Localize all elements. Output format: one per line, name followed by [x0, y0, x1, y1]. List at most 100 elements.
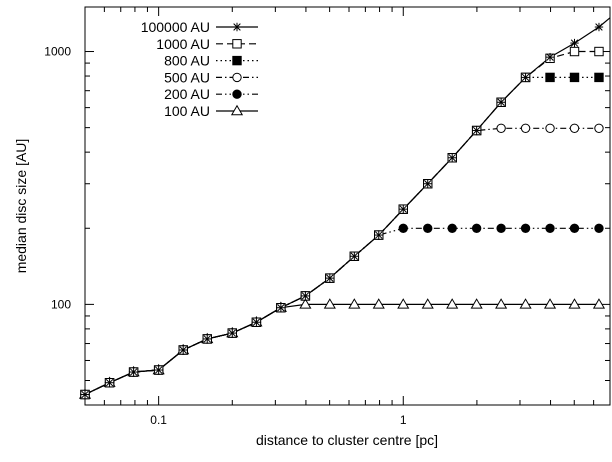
data-point	[496, 123, 506, 134]
x-axis-ticks: 0.1 1	[150, 413, 407, 427]
data-point	[203, 334, 212, 344]
data-point	[545, 223, 555, 233]
data-point	[372, 298, 385, 309]
data-point	[545, 72, 555, 83]
marker-stroke	[228, 329, 236, 337]
data-point	[594, 223, 604, 233]
minor-ticks	[84, 7, 611, 406]
data-point	[154, 365, 163, 375]
data-point	[519, 298, 532, 309]
marker-stroke	[521, 73, 530, 82]
data-point	[471, 223, 482, 233]
marker-stroke	[233, 23, 241, 31]
data-point	[348, 298, 361, 309]
data-point	[80, 390, 90, 399]
data-point	[325, 273, 335, 283]
x-tick-label: 0.1	[150, 413, 167, 427]
data-point	[592, 298, 606, 309]
legend-label: 1000 AU	[156, 36, 210, 52]
data-point	[569, 72, 580, 83]
data-point	[594, 46, 604, 57]
series-line-5	[84, 303, 599, 396]
data-point	[521, 73, 530, 82]
legend-label: 500 AU	[164, 69, 210, 85]
data-point	[350, 252, 359, 261]
data-point	[496, 223, 506, 233]
data-point	[569, 123, 580, 134]
x-tick-label: 1	[400, 413, 407, 427]
marker-stroke	[301, 292, 310, 300]
marker-stroke	[81, 390, 89, 399]
marker-stroke	[497, 98, 505, 106]
plot-frame	[84, 6, 611, 406]
data-point	[496, 98, 506, 107]
x-axis-title: distance to cluster centre [pc]	[256, 432, 438, 448]
data-point	[594, 123, 604, 134]
marker-stroke	[154, 366, 163, 374]
marker-stroke	[105, 379, 114, 387]
data-point	[545, 52, 555, 62]
data-point	[446, 298, 459, 309]
legend-label: 100000 AU	[141, 19, 210, 35]
data-point	[545, 123, 555, 134]
data-point	[129, 367, 138, 377]
marker-stroke	[570, 39, 579, 47]
data-point	[421, 298, 434, 309]
marker-stroke	[375, 231, 383, 239]
data-point	[568, 298, 581, 309]
y-axis-title: median disc size [AU]	[13, 139, 29, 274]
y-tick-label: 100	[51, 297, 71, 311]
legend-label: 100 AU	[164, 103, 210, 119]
legend-marker	[230, 104, 244, 116]
data-point	[399, 204, 408, 214]
legend-marker	[232, 55, 242, 66]
data-point	[594, 72, 604, 83]
marker-stroke	[277, 304, 285, 312]
y-tick-label: 1000	[44, 45, 71, 59]
data-point	[423, 223, 433, 233]
marker-stroke	[326, 274, 334, 282]
data-point	[178, 345, 188, 355]
marker-stroke	[252, 318, 261, 326]
data-point	[398, 223, 408, 233]
marker-stroke	[129, 368, 138, 376]
marker-stroke	[472, 126, 481, 135]
marker-stroke	[448, 154, 456, 162]
data-point	[276, 303, 286, 312]
y-axis-ticks: 100 1000	[44, 45, 71, 312]
data-point	[569, 46, 580, 57]
data-point	[495, 298, 508, 309]
legend-label: 800 AU	[164, 53, 210, 69]
data-point	[323, 298, 336, 309]
marker-stroke	[350, 252, 359, 260]
marker-stroke	[546, 53, 554, 61]
legend-marker	[232, 72, 242, 83]
marker-stroke	[424, 180, 432, 188]
legend-label: 200 AU	[164, 86, 210, 102]
data-point	[594, 22, 604, 32]
series-line-3	[84, 127, 599, 396]
data-point	[423, 179, 432, 188]
data-point	[105, 378, 114, 387]
series-markers	[78, 22, 606, 400]
marker-stroke	[179, 346, 187, 354]
series-line-2	[84, 76, 599, 396]
data-point	[447, 153, 457, 162]
marker-stroke	[595, 23, 603, 31]
legend-marker	[232, 22, 242, 32]
data-point	[228, 328, 237, 338]
data-point	[447, 223, 457, 233]
data-point	[472, 126, 481, 135]
data-point	[374, 230, 383, 240]
data-point	[520, 223, 531, 233]
data-point	[299, 298, 312, 309]
data-point	[520, 123, 531, 134]
series-line-1	[84, 50, 599, 396]
data-point	[252, 318, 261, 327]
data-point	[470, 298, 483, 309]
data-point	[397, 298, 410, 309]
data-point	[543, 298, 557, 309]
data-point	[569, 223, 580, 233]
